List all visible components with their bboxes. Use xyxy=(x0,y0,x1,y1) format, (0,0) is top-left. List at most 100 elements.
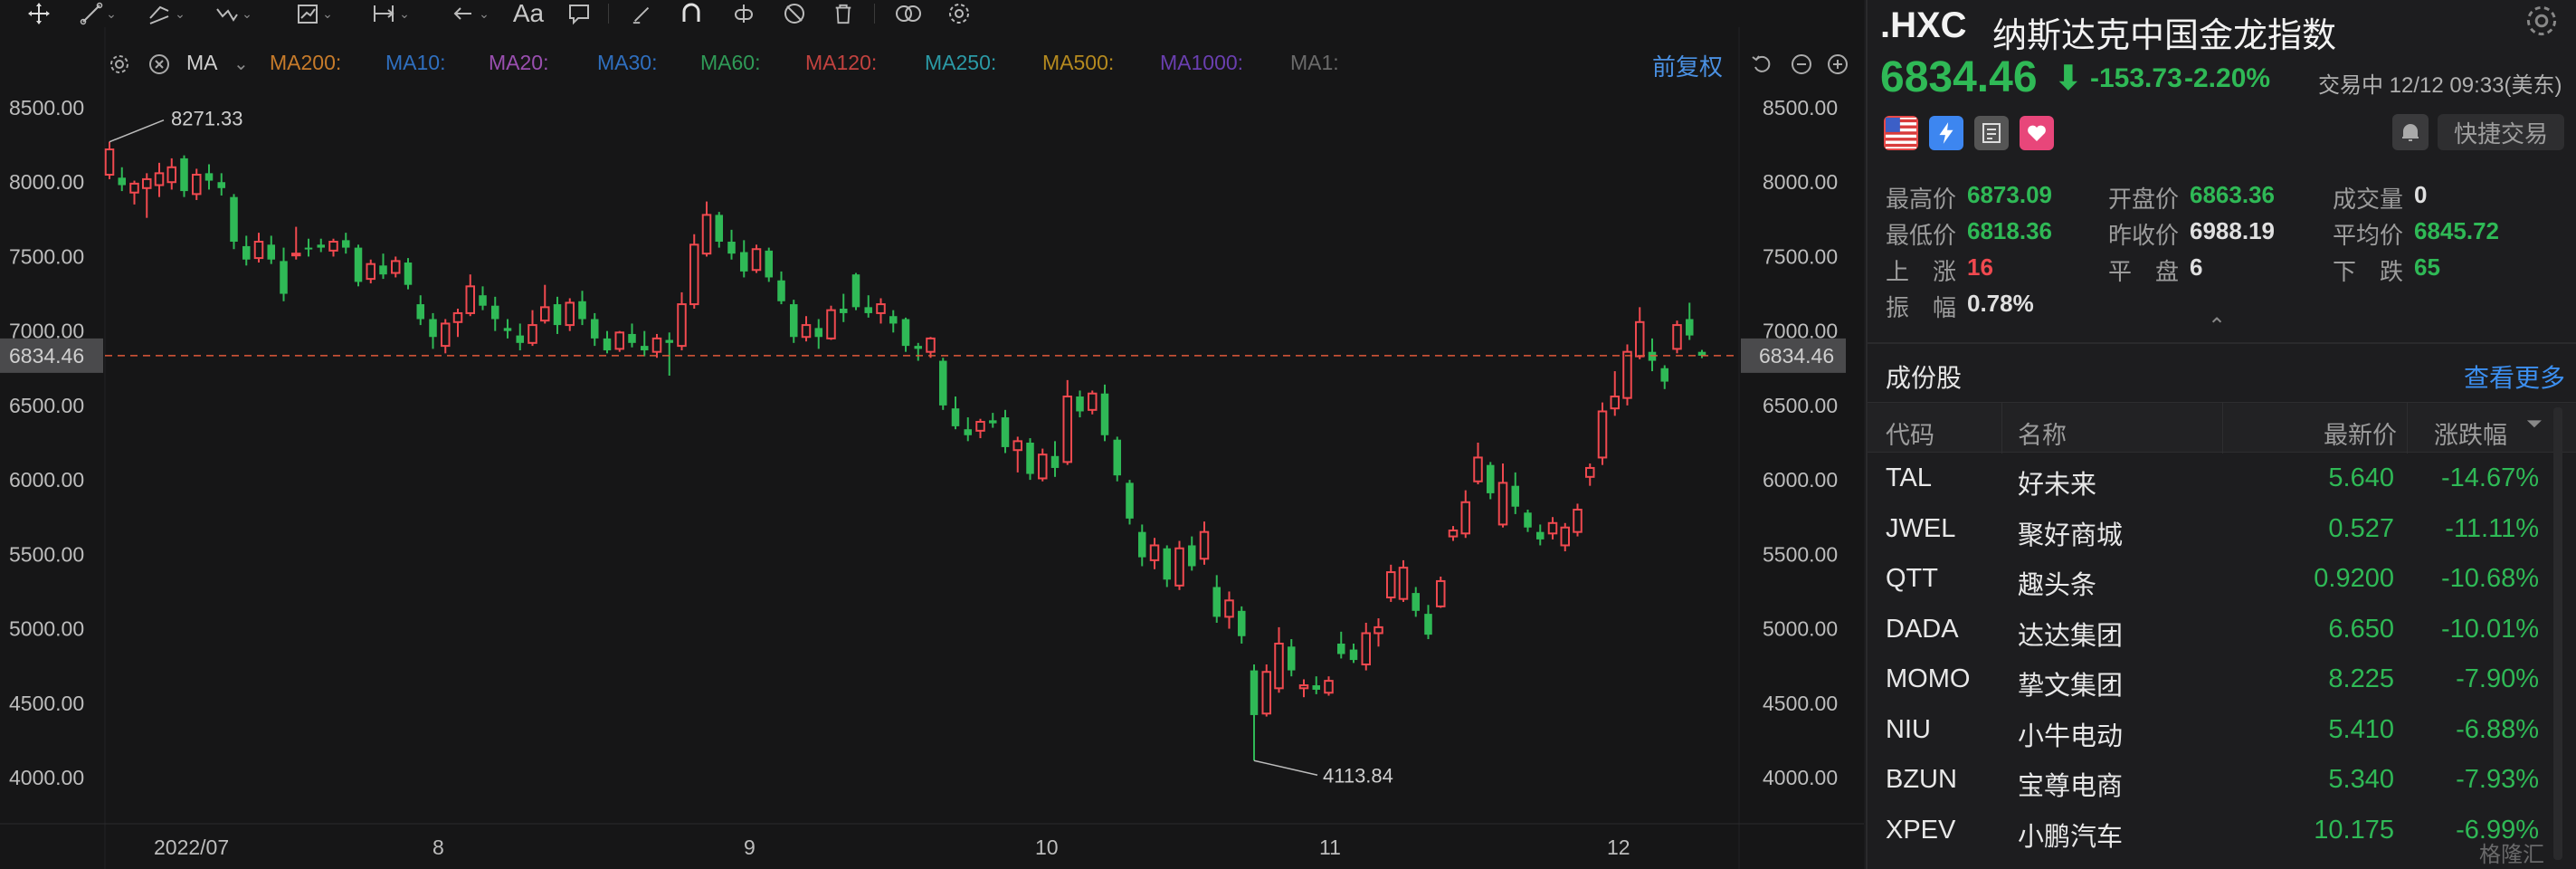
candle-body xyxy=(1199,530,1210,560)
ma-legend-item[interactable]: MA1000: xyxy=(1160,51,1244,74)
ma-legend-item[interactable]: MA250: xyxy=(925,51,997,74)
chevron-down-icon[interactable]: ⌄ xyxy=(175,5,185,21)
view-more-link[interactable]: 查看更多 xyxy=(2463,364,2565,392)
zoom-in-icon[interactable] xyxy=(1822,51,1853,78)
header-price[interactable]: 最新价 xyxy=(2324,422,2397,449)
chevron-down-icon[interactable]: ⌄ xyxy=(399,5,410,21)
candle-body xyxy=(1660,368,1669,382)
candlestick-chart[interactable]: 8500.00 8500.00 8000.00 8000.00 7500.00 7500.… xyxy=(0,0,1864,869)
table-row[interactable]: QTT 趣头条 0.9200 -10.68% xyxy=(1868,553,2576,604)
cell-name: 聚好商城 xyxy=(2018,520,2124,550)
ma-legend-item[interactable]: MA200: xyxy=(270,51,342,74)
zoom-out-icon[interactable] xyxy=(1786,51,1817,78)
candle-body xyxy=(1274,643,1284,690)
collapse-chevron-icon[interactable]: ⌃ xyxy=(2208,314,2227,339)
comment-icon[interactable] xyxy=(561,0,597,27)
table-row[interactable]: DADA 达达集团 6.650 -10.01% xyxy=(1868,604,2576,654)
chevron-down-icon[interactable]: ⌄ xyxy=(106,5,117,21)
crosshair-move-icon[interactable] xyxy=(18,0,60,27)
trend-line-tool[interactable]: ⌄ xyxy=(71,0,125,27)
current-price-box-left xyxy=(0,338,103,373)
table-row[interactable]: TAL 好未来 5.640 -14.67% xyxy=(1868,453,2576,503)
candle-body xyxy=(1001,417,1010,447)
candle-body xyxy=(490,305,499,320)
ma-legend-item[interactable]: MA120: xyxy=(805,51,878,74)
candle-body xyxy=(390,260,401,274)
chevron-down-icon[interactable]: ⌄ xyxy=(322,5,333,21)
channel-tool[interactable]: ⌄ xyxy=(136,0,195,27)
ma-close-icon[interactable] xyxy=(143,51,176,78)
magnet-icon[interactable] xyxy=(675,0,708,27)
ma-legend-item[interactable]: MA1: xyxy=(1290,51,1339,74)
candle-body xyxy=(503,328,512,331)
watermark-logo: 格隆汇 xyxy=(2479,843,2544,867)
ma-legend-item[interactable]: MA30: xyxy=(597,51,658,74)
table-row[interactable]: NIU 小牛电动 5.410 -6.88% xyxy=(1868,704,2576,755)
candle-body xyxy=(590,319,599,339)
settings-gear-icon[interactable] xyxy=(941,0,977,27)
lightning-icon[interactable] xyxy=(1929,116,1963,150)
ma-legend-item[interactable]: MA60: xyxy=(700,51,761,74)
range-tool[interactable]: ⌄ xyxy=(360,0,420,27)
table-row[interactable]: BZUN 宝尊电商 5.340 -7.93% xyxy=(1868,754,2576,805)
lock-drawing-icon[interactable] xyxy=(726,0,762,27)
candle-body xyxy=(1497,482,1508,526)
measure-tool[interactable]: ⌄ xyxy=(286,0,342,27)
ma-legend-item[interactable]: MA10: xyxy=(385,51,446,74)
wave-tool[interactable]: ⌄ xyxy=(206,0,261,27)
pencil-icon[interactable] xyxy=(626,0,659,27)
table-row[interactable]: JWEL 聚好商城 0.527 -11.11% xyxy=(1868,503,2576,554)
reset-icon[interactable] xyxy=(1746,51,1777,78)
quick-trade-button[interactable]: 快捷交易 xyxy=(2438,114,2564,150)
scrollbar[interactable] xyxy=(2553,407,2562,860)
symbol-code: .HXC xyxy=(1880,5,1967,45)
trash-icon[interactable] xyxy=(825,0,861,27)
ma-settings-icon[interactable] xyxy=(103,51,136,78)
candle-body xyxy=(1076,396,1084,412)
arrow-tool[interactable]: ⌄ xyxy=(440,0,499,27)
ma-legend-item[interactable]: MA20: xyxy=(489,51,549,74)
header-code[interactable]: 代码 xyxy=(1886,422,1934,449)
stat-avg-label: 平均价 xyxy=(2333,222,2404,249)
candle-body xyxy=(628,333,636,343)
cell-name: 宝尊电商 xyxy=(2018,772,2124,801)
bell-icon[interactable] xyxy=(2392,114,2429,150)
adjustment-toggle[interactable]: 前复权 xyxy=(1652,53,1724,81)
notes-icon[interactable] xyxy=(1974,116,2009,150)
y-tick-label-left: 8500.00 xyxy=(9,96,84,119)
cell-code: JWEL xyxy=(1886,513,1956,543)
chart-pane[interactable]: ⌄ ⌄ ⌄ ⌄ ⌄ ⌄ Aa xyxy=(0,0,1864,869)
price-change-pct: -2.20% xyxy=(2184,63,2271,93)
stat-open-label: 开盘价 xyxy=(2108,186,2180,213)
candle-body xyxy=(964,429,973,435)
header-name[interactable]: 名称 xyxy=(2018,422,2067,449)
cell-price: 0.527 xyxy=(2328,513,2394,543)
chevron-down-icon[interactable]: ⌄ xyxy=(233,54,249,74)
table-row[interactable]: XPEV 小鹏汽车 10.175 -6.99% xyxy=(1868,805,2576,855)
sort-caret-icon[interactable]: ⏷ xyxy=(2526,412,2543,434)
y-tick-label-left: 8000.00 xyxy=(9,170,84,194)
table-row[interactable]: MOMO 挚文集团 8.225 -7.90% xyxy=(1868,654,2576,704)
header-change[interactable]: 涨跌幅 xyxy=(2434,422,2507,449)
ma-indicator-label[interactable]: MA xyxy=(186,51,218,74)
candle-body xyxy=(1324,680,1334,694)
compare-icon[interactable] xyxy=(890,0,927,27)
hide-drawings-icon[interactable] xyxy=(776,0,813,27)
candle-body xyxy=(1298,684,1309,690)
cell-price: 6.650 xyxy=(2328,614,2394,644)
y-tick-label-left: 6000.00 xyxy=(9,468,84,492)
cell-name: 趣头条 xyxy=(2018,571,2097,600)
chevron-down-icon[interactable]: ⌄ xyxy=(479,5,490,21)
ma-legend-item[interactable]: MA500: xyxy=(1042,51,1115,74)
candle-body xyxy=(651,337,662,353)
candle-body xyxy=(1026,443,1034,474)
candle-body xyxy=(516,335,525,343)
candle-body xyxy=(1237,610,1246,636)
text-tool[interactable]: Aa xyxy=(512,0,545,27)
chevron-down-icon[interactable]: ⌄ xyxy=(242,5,252,21)
candle-body xyxy=(416,304,425,320)
favorite-heart-icon[interactable] xyxy=(2020,116,2054,150)
cell-code: BZUN xyxy=(1886,765,1957,794)
candle-body xyxy=(739,252,748,272)
settings-gear-icon[interactable] xyxy=(2524,4,2561,40)
